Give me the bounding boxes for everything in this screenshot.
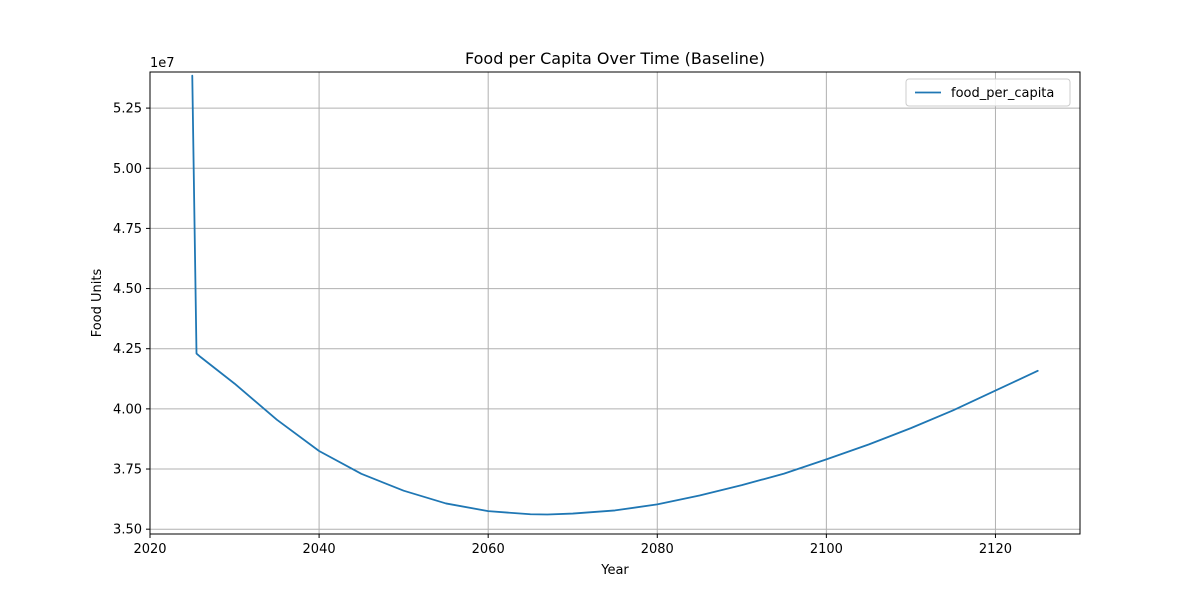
y-tick-label: 3.50 (113, 523, 142, 538)
x-tick-label: 2040 (303, 542, 336, 557)
x-tick-label: 2080 (641, 542, 674, 557)
y-tick-label: 5.25 (113, 102, 142, 117)
series-line-food_per_capita (191, 74, 1039, 516)
x-tick-label: 2120 (979, 542, 1012, 557)
y-tick-label: 4.25 (113, 342, 142, 357)
plot-layer (191, 74, 1039, 516)
grid-layer (149, 72, 1080, 534)
y-offset-label: 1e7 (150, 56, 175, 71)
y-tick-label: 5.00 (113, 162, 142, 177)
y-tick-label: 4.00 (113, 402, 142, 417)
chart-title: Food per Capita Over Time (Baseline) (465, 49, 765, 68)
legend-box (905, 78, 1071, 107)
y-axis-label: Food Units (90, 269, 105, 338)
legend-label: food_per_capita (951, 86, 1054, 101)
x-axis-label: Year (600, 563, 629, 578)
y-tick-label: 4.50 (113, 282, 142, 297)
legend: food_per_capita (905, 78, 1071, 107)
y-tick-label: 3.75 (113, 463, 142, 478)
y-tick-label: 4.75 (113, 222, 142, 237)
plot-frame (149, 71, 1081, 535)
x-tick-label: 2060 (472, 542, 505, 557)
x-tick-label: 2020 (133, 542, 166, 557)
ticks-layer: 2020 2040 2060 2080 2100 2120 3.50 3.75 4.00 4.25… (113, 102, 1012, 557)
x-tick-label: 2100 (810, 542, 843, 557)
